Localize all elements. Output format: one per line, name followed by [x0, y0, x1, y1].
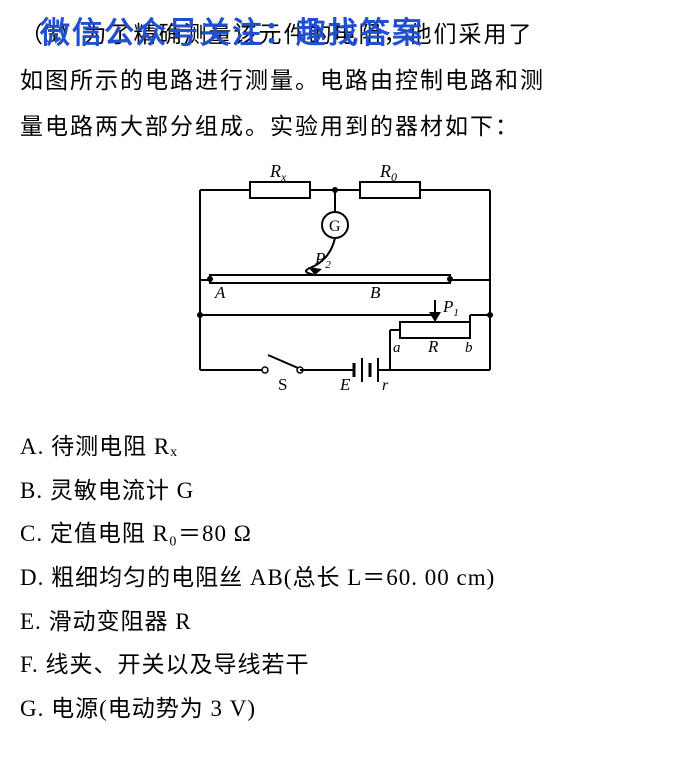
option-f: F. 线夹、开关以及导线若干 — [20, 643, 680, 687]
intro-line2: 如图所示的电路进行测量。电路由控制电路和测 — [20, 68, 545, 93]
svg-text:A: A — [214, 283, 226, 302]
option-c: C. 定值电阻 R₀＝80 Ω — [20, 512, 680, 556]
option-a: A. 待测电阻 Rₓ — [20, 425, 680, 469]
option-d: D. 粗细均匀的电阻丝 AB(总长 L＝60. 00 cm) — [20, 556, 680, 600]
options-list: A. 待测电阻 Rₓ B. 灵敏电流计 G C. 定值电阻 R₀＝80 Ω D.… — [20, 425, 680, 731]
svg-text:r: r — [382, 377, 389, 394]
svg-text:P1: P1 — [442, 297, 459, 319]
option-b: B. 灵敏电流计 G — [20, 469, 680, 513]
svg-text:B: B — [370, 283, 381, 302]
problem-intro: （3）为了精确测量该元件的电阻，他们采用了 如图所示的电路进行测量。电路由控制电… — [20, 12, 680, 150]
intro-prefix: （3） — [20, 22, 84, 47]
svg-text:R: R — [427, 337, 439, 356]
svg-text:R0: R0 — [379, 161, 397, 184]
intro-line3: 量电路两大部分组成。实验用到的器材如下： — [20, 114, 520, 139]
svg-text:E: E — [339, 375, 351, 394]
intro-line1: 为了精确测量该元件的电阻，他们采用了 — [84, 22, 534, 47]
option-g: G. 电源(电动势为 3 V) — [20, 687, 680, 731]
svg-text:a: a — [393, 340, 401, 356]
option-e: E. 滑动变阻器 R — [20, 600, 680, 644]
circuit-diagram: Rx R0 G P2 A B P1 a b R S E r — [160, 160, 540, 410]
svg-text:b: b — [465, 340, 473, 356]
svg-text:G: G — [329, 218, 341, 235]
svg-text:Rx: Rx — [269, 161, 287, 184]
svg-text:S: S — [278, 375, 287, 394]
